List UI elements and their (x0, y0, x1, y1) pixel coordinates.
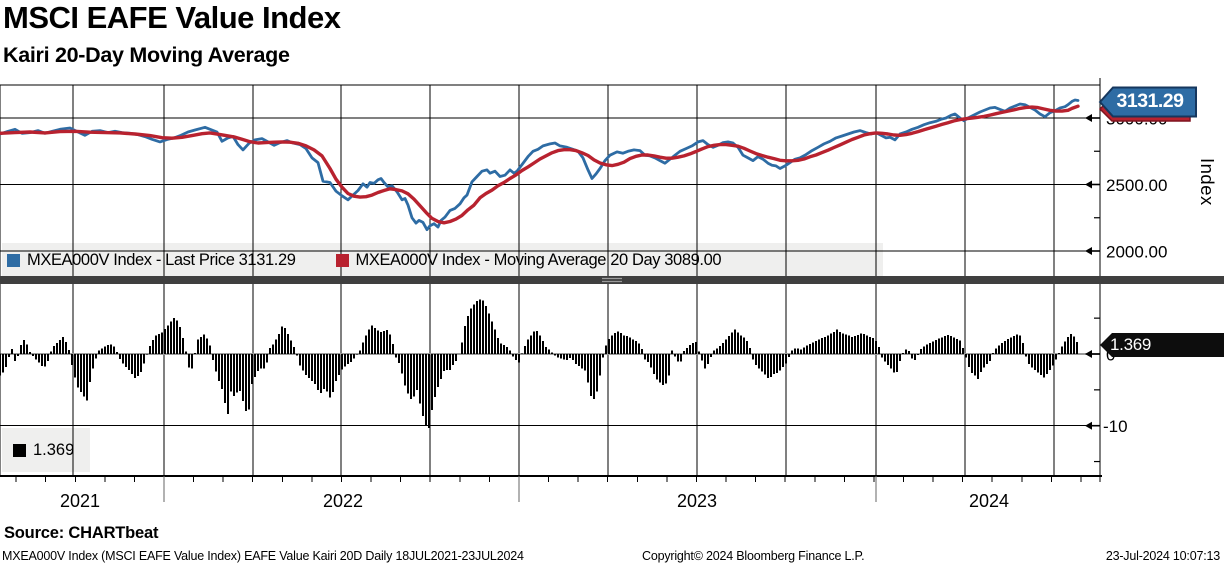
last-price-swatch-icon (7, 254, 20, 267)
x-axis-year-labels: 2021 2022 2023 2024 (60, 491, 1009, 511)
svg-text:2021: 2021 (60, 491, 100, 511)
price-panel-legend: MXEA000V Index - Last Price 3131.29 MXEA… (2, 243, 883, 278)
svg-text:2024: 2024 (969, 491, 1009, 511)
footer-security-description: MXEA000V Index (MSCI EAFE Value Index) E… (2, 549, 524, 563)
panel-divider (0, 276, 1224, 284)
last-price-line (0, 98, 1080, 232)
footer-timestamp: 23-Jul-2024 10:07:13 (1105, 549, 1220, 563)
kairi-swatch-icon (13, 443, 26, 457)
legend-label-kairi: 1.369 (33, 440, 75, 459)
panel-divider-handle[interactable] (596, 275, 630, 285)
last-price-badge: 3131.29 (1116, 90, 1185, 112)
svg-text:-10: -10 (1103, 417, 1128, 436)
footer-copyright: Copyright© 2024 Bloomberg Finance L.P. (642, 549, 865, 563)
source-caption: Source: CHARTbeat (4, 524, 159, 542)
price-legend-bg (2, 243, 883, 278)
legend-label-moving-average: MXEA000V Index - Moving Average 20 Day 3… (355, 251, 722, 269)
svg-text:2000.00: 2000.00 (1106, 243, 1167, 262)
legend-label-last-price: MXEA000V Index - Last Price 3131.29 (27, 251, 296, 269)
y-axis-title: Index (1197, 158, 1218, 206)
moving-average-line (0, 104, 1080, 225)
x-axis-ticks (15, 476, 1101, 502)
horizontal-gridlines (0, 117, 1100, 427)
legend-item-last-price[interactable]: MXEA000V Index - Last Price 3131.29 (7, 251, 296, 270)
kairi-bars (0, 299, 1079, 428)
y-axis-ticks (1085, 114, 1100, 463)
moving-average-swatch-icon (335, 254, 349, 267)
page-subtitle: Kairi 20-Day Moving Average (3, 43, 290, 67)
kairi-badge-shape (1100, 333, 1224, 357)
kairi-value-badge: 1.369 (1110, 335, 1152, 354)
svg-text:2500.00: 2500.00 (1106, 176, 1167, 195)
page-title: MSCI EAFE Value Index (3, 0, 341, 35)
legend-item-kairi[interactable]: 1.369 (13, 441, 74, 460)
legend-item-moving-average[interactable]: MXEA000V Index - Moving Average 20 Day 3… (335, 251, 722, 270)
svg-text:2022: 2022 (323, 491, 363, 511)
svg-text:2023: 2023 (677, 491, 717, 511)
kairi-panel-legend: 1.369 (2, 428, 90, 472)
last-price-badge-shape (1098, 86, 1197, 118)
